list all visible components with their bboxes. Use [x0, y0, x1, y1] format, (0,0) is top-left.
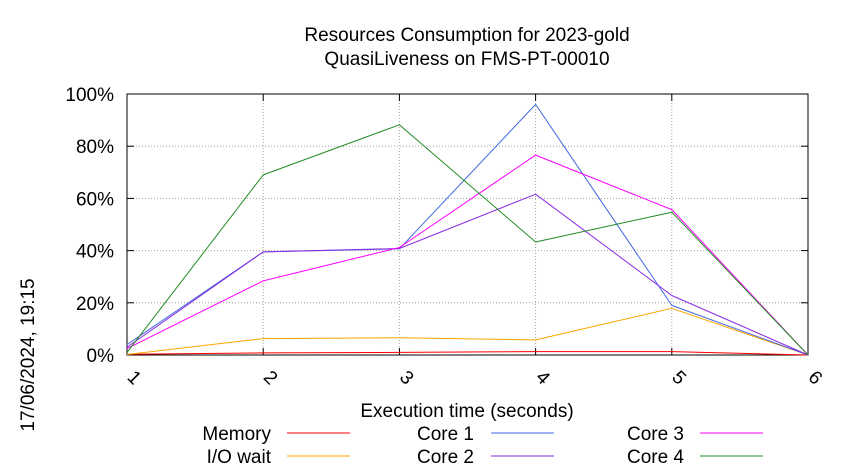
y-tick-label: 60% [76, 189, 114, 210]
x-tick-label: 1 [123, 367, 145, 389]
x-tick-label: 2 [259, 367, 281, 389]
y-tick-label: 20% [76, 294, 114, 315]
timestamp: 17/06/2024, 19:15 [18, 278, 39, 431]
x-tick-label: 6 [804, 367, 826, 389]
x-tick-label: 4 [531, 367, 554, 390]
y-tick-label: 80% [76, 137, 114, 158]
legend-label-core-2: Core 2 [417, 447, 474, 468]
legend-label-memory: Memory [202, 424, 271, 445]
y-axis: 0% 20% 40% 60% 80% 100% [65, 85, 808, 367]
x-axis: 1 2 3 4 5 6 [123, 94, 826, 390]
series-line-core-4 [126, 124, 809, 356]
series-lines [126, 103, 809, 356]
legend-label-core-4: Core 4 [627, 447, 684, 468]
x-tick-label: 5 [668, 367, 690, 389]
legend-label-i-o-wait: I/O wait [207, 447, 272, 468]
series-line-core-1 [126, 103, 809, 356]
plot-frame [126, 93, 809, 356]
series-line-core-2 [126, 193, 809, 356]
legend-label-core-1: Core 1 [417, 424, 474, 445]
x-axis-label: Execution time (seconds) [360, 401, 573, 422]
chart-subtitle: QuasiLiveness on FMS-PT-00010 [324, 49, 609, 70]
x-tick-label: 3 [395, 367, 417, 389]
legend-label-core-3: Core 3 [627, 424, 684, 445]
grid [127, 94, 808, 355]
y-tick-label: 100% [65, 85, 114, 106]
series-line-memory [126, 351, 809, 356]
series-line-core-3 [126, 154, 809, 356]
y-tick-label: 40% [76, 242, 114, 263]
chart-title: Resources Consumption for 2023-gold [304, 25, 629, 46]
series-line-i-o-wait [126, 307, 809, 356]
y-tick-label: 0% [87, 346, 115, 367]
